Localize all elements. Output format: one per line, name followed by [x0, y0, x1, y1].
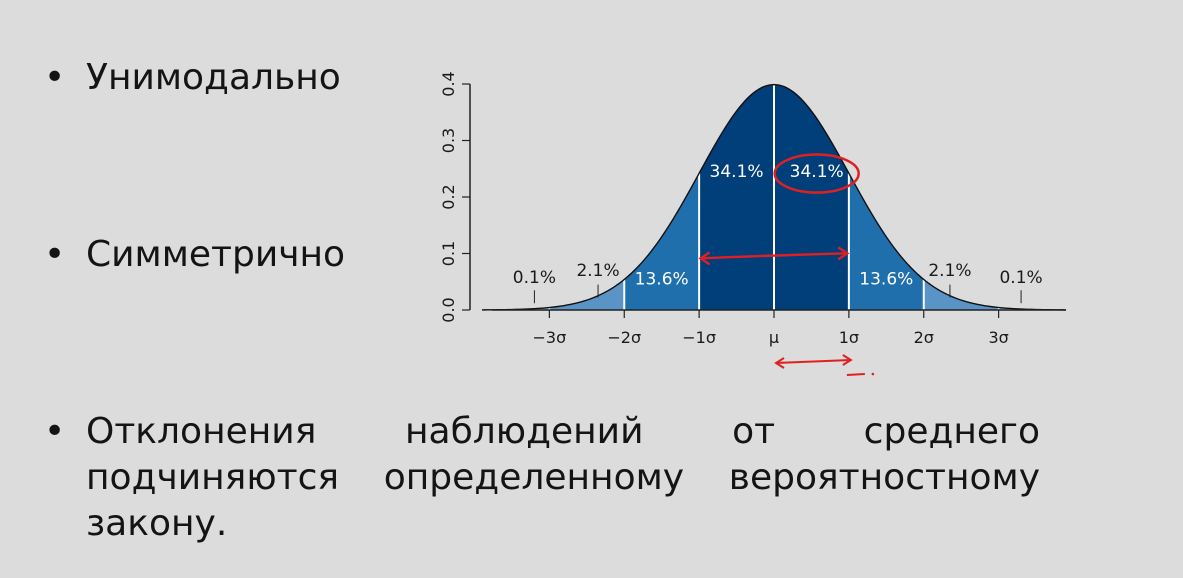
range-arrow-head-left: [698, 251, 711, 266]
bullet-marker: •: [44, 234, 66, 275]
bullet-text: Отклонения наблюдений от среднего подчин…: [86, 411, 1040, 544]
band-area-4: [549, 279, 625, 310]
percent-label: 34.1%: [710, 162, 764, 182]
sigma-arrow-head-left: [774, 357, 785, 369]
percent-label: 13.6%: [635, 270, 689, 290]
band-area-0: [699, 84, 774, 310]
y-tick-label: 0.4: [439, 71, 458, 96]
normal-distribution-chart: −3σ −2σ −1σ μ 1σ 2σ 3σ 0.0 0.1 0.2 0.3 0.4 34.1% 34.1…: [439, 71, 1067, 376]
y-tick-label: 0.0: [439, 297, 458, 322]
bullet-marker: •: [44, 411, 66, 452]
x-tick-label: 2σ: [914, 328, 934, 347]
percent-label: 0.1%: [999, 268, 1042, 288]
percent-label: 2.1%: [576, 261, 619, 281]
x-tick-label: −3σ: [533, 328, 567, 347]
density-curve: [481, 83, 1067, 311]
sigma-arrow-head-right: [842, 354, 853, 366]
bullet-marker: •: [44, 57, 66, 98]
sigma-underline-mark: [846, 373, 865, 376]
range-arrow-line: [700, 252, 848, 260]
bullet-text: Симметрично: [86, 234, 346, 275]
percent-label: 13.6%: [859, 270, 913, 290]
x-tick-label: 3σ: [988, 328, 1008, 347]
band-area-1: [774, 84, 849, 310]
y-tick-label: 0.1: [439, 241, 458, 266]
x-tick-label: μ: [769, 328, 779, 347]
sigma-dot-mark: [871, 372, 875, 376]
percent-label: 0.1%: [513, 268, 556, 288]
y-tick-label: 0.2: [439, 184, 458, 209]
x-tick-label: −2σ: [607, 328, 641, 347]
percent-label: 2.1%: [928, 261, 971, 281]
highlight-ellipse: [773, 153, 860, 194]
x-tick-label: 1σ: [839, 328, 859, 347]
range-arrow-head-right: [837, 246, 850, 261]
x-tick-label: −1σ: [682, 328, 716, 347]
band-area-5: [923, 279, 999, 310]
percent-label: 34.1%: [790, 162, 844, 182]
bullet-text: Унимодально: [86, 57, 341, 98]
sigma-arrow-line: [775, 359, 851, 364]
y-tick-label: 0.3: [439, 128, 458, 153]
